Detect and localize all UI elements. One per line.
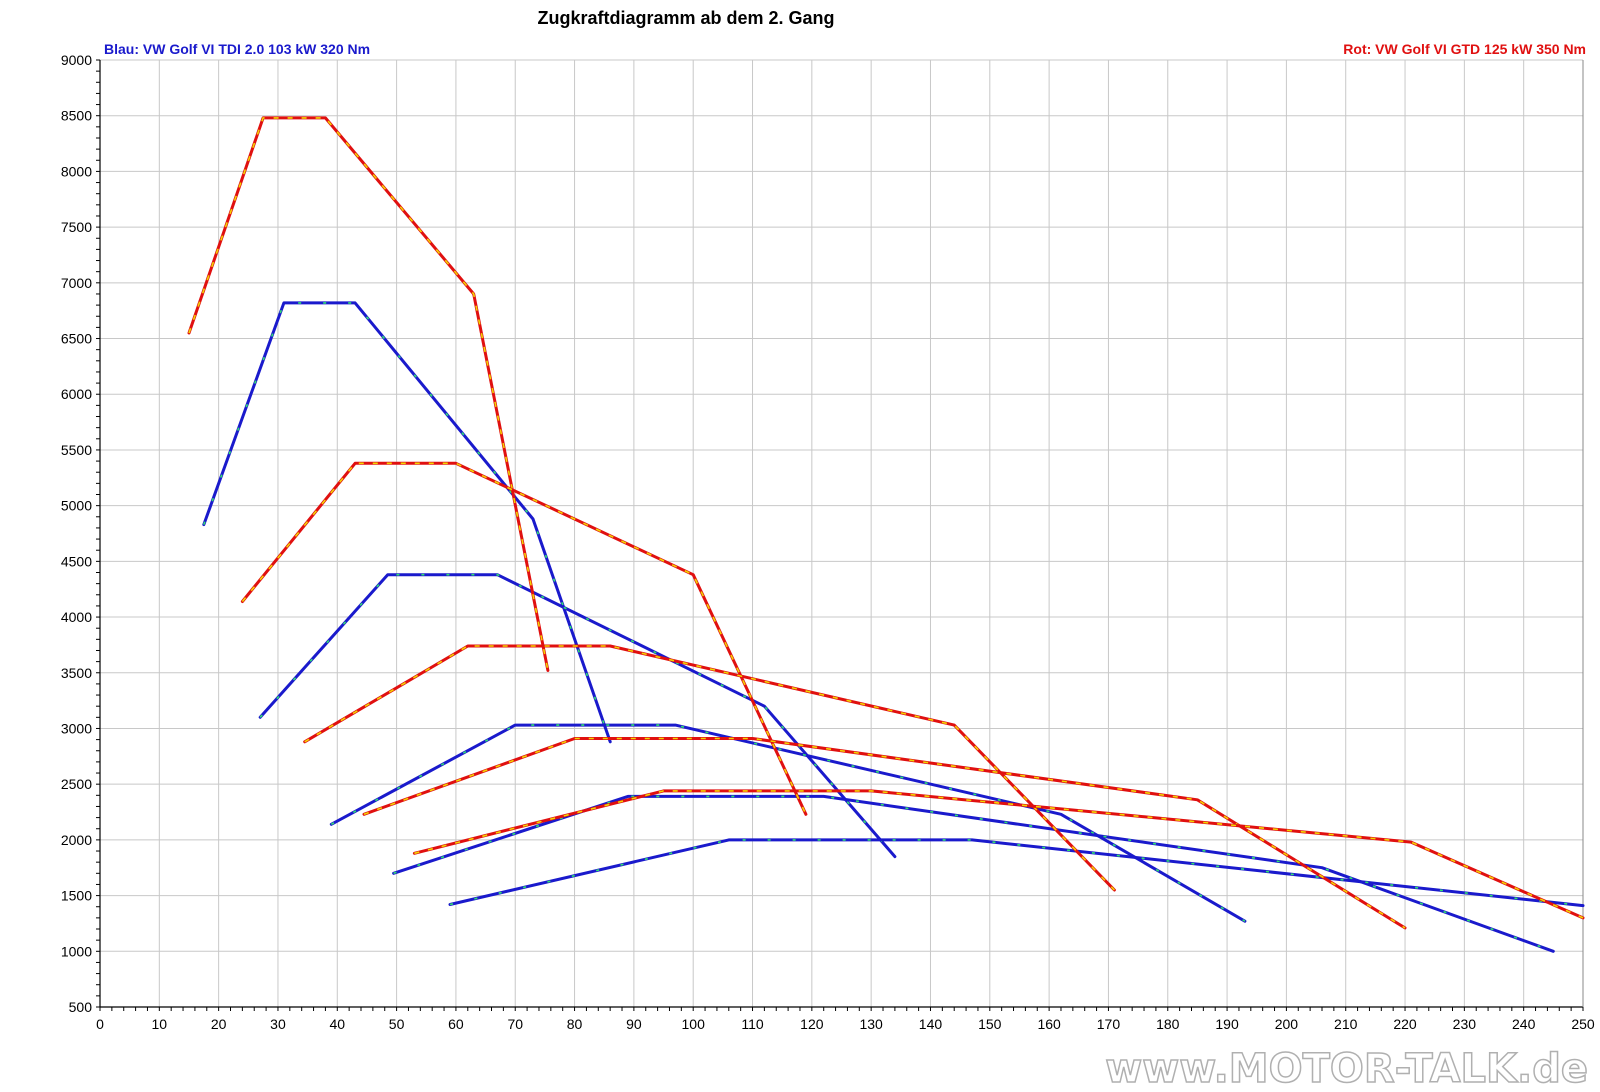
blue-gear-6-line xyxy=(448,838,1585,908)
blue-gear-2-line xyxy=(202,301,612,744)
x-tick-label: 20 xyxy=(211,1016,227,1032)
legend-blue: Blau: VW Golf VI TDI 2.0 103 kW 320 Nm xyxy=(104,41,370,57)
red-gear-5-line xyxy=(362,737,1407,930)
x-tick-label: 90 xyxy=(626,1016,642,1032)
y-tick-label: 7500 xyxy=(61,219,92,235)
y-tick-label: 2000 xyxy=(61,832,92,848)
y-tick-label: 8000 xyxy=(61,163,92,179)
y-tick-label: 1000 xyxy=(61,943,92,959)
red-gear-6-dash xyxy=(414,790,1584,919)
x-tick-label: 60 xyxy=(448,1016,464,1032)
x-tick-label: 0 xyxy=(96,1016,104,1032)
legend-red: Rot: VW Golf VI GTD 125 kW 350 Nm xyxy=(1343,41,1586,57)
y-tick-label: 5500 xyxy=(61,442,92,458)
blue-gear-5-dash xyxy=(393,795,1554,953)
x-tick-label: 190 xyxy=(1215,1016,1239,1032)
y-tick-label: 7000 xyxy=(61,275,92,291)
x-tick-label: 170 xyxy=(1097,1016,1121,1032)
x-tick-label: 50 xyxy=(389,1016,405,1032)
blue-gear-4-series xyxy=(329,723,1247,923)
red-gear-5-series xyxy=(362,737,1407,930)
x-tick-label: 80 xyxy=(567,1016,583,1032)
x-tick-label: 110 xyxy=(741,1016,764,1032)
x-tick-label: 140 xyxy=(919,1016,943,1032)
red-gear-6-series xyxy=(412,789,1585,920)
y-tick-label: 6000 xyxy=(61,386,92,402)
red-gear-3-line xyxy=(240,461,808,816)
x-tick-label: 180 xyxy=(1156,1016,1180,1032)
blue-gear-5-series xyxy=(392,794,1555,953)
series xyxy=(187,116,1585,953)
watermark: www.MOTOR-TALK.de xyxy=(1105,1046,1588,1092)
x-tick-label: 120 xyxy=(800,1016,824,1032)
chart-title: Zugkraftdiagramm ab dem 2. Gang xyxy=(537,8,834,28)
y-tick-label: 6500 xyxy=(61,331,92,347)
x-tick-label: 100 xyxy=(682,1016,706,1032)
x-tick-label: 130 xyxy=(859,1016,883,1032)
x-tick-label: 160 xyxy=(1037,1016,1061,1032)
x-tick-label: 210 xyxy=(1334,1016,1358,1032)
x-tick-label: 250 xyxy=(1571,1016,1595,1032)
grid xyxy=(99,59,1584,1008)
red-gear-3-series xyxy=(240,461,808,816)
x-tick-label: 70 xyxy=(507,1016,523,1032)
blue-gear-3-dash xyxy=(259,573,896,858)
y-tick-label: 2500 xyxy=(61,776,92,792)
x-tick-label: 220 xyxy=(1393,1016,1417,1032)
x-tick-label: 10 xyxy=(152,1016,168,1032)
y-tick-label: 4000 xyxy=(61,609,92,625)
y-tick-label: 500 xyxy=(69,999,93,1015)
x-tick-label: 30 xyxy=(270,1016,286,1032)
y-tick-label: 1500 xyxy=(61,888,92,904)
red-gear-2-dash xyxy=(188,117,549,671)
blue-gear-6-series xyxy=(448,838,1585,908)
x-tick-label: 40 xyxy=(329,1016,345,1032)
blue-gear-2-series xyxy=(202,301,612,744)
y-tick-label: 8500 xyxy=(61,108,92,124)
x-tick-label: 240 xyxy=(1512,1016,1536,1032)
y-tick-label: 5000 xyxy=(61,498,92,514)
y-tick-label: 3500 xyxy=(61,665,92,681)
blue-gear-4-line xyxy=(329,723,1247,923)
y-tick-label: 9000 xyxy=(61,52,92,68)
red-gear-2-series xyxy=(187,116,550,672)
axes: 0 10 20 30 40 50 60 70 80 90 100 110 120 130 140 150 160… xyxy=(61,52,1595,1032)
x-tick-label: 200 xyxy=(1275,1016,1299,1032)
x-tick-label: 150 xyxy=(978,1016,1002,1032)
red-gear-4-dash xyxy=(304,645,1115,891)
red-gear-4-series xyxy=(303,644,1116,892)
x-tick-label: 230 xyxy=(1453,1016,1477,1032)
y-tick-label: 4500 xyxy=(61,553,92,569)
y-tick-label: 3000 xyxy=(61,720,92,736)
